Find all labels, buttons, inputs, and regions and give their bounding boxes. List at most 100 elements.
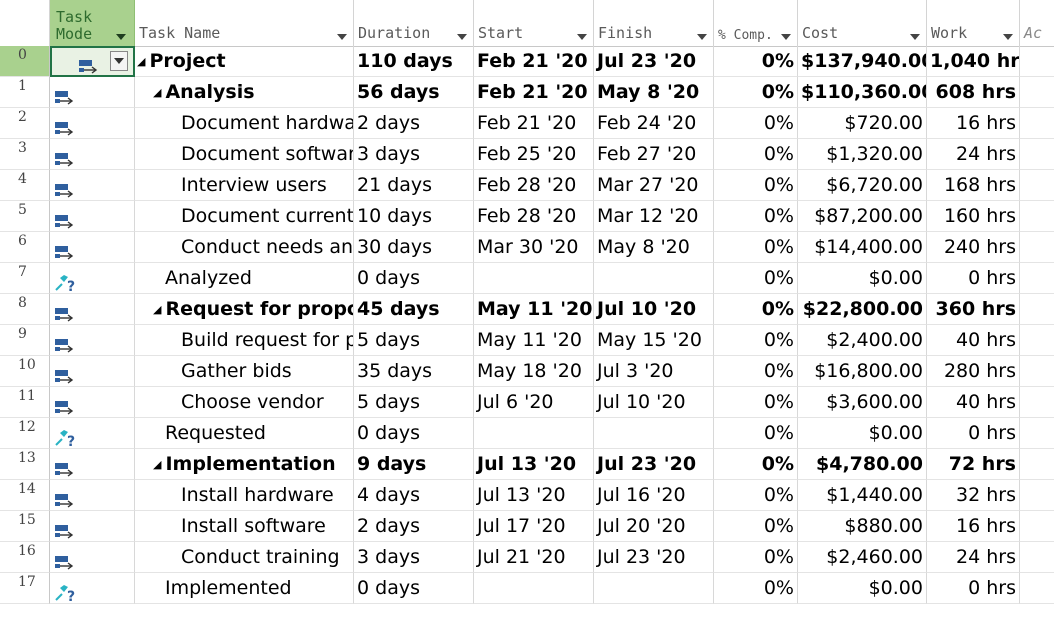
collapse-triangle-icon[interactable]: ◢: [153, 303, 162, 316]
task-mode-dropdown[interactable]: [110, 51, 128, 71]
finish-cell[interactable]: Feb 27 '20: [594, 139, 714, 170]
row-number[interactable]: 16: [0, 542, 50, 573]
task-row[interactable]: 11 Choose vendor 5 days Jul 6 '20 Jul 10 '20…: [0, 387, 1054, 418]
column-header-add-new[interactable]: Ac: [1020, 0, 1054, 46]
duration-cell[interactable]: 0 days: [354, 573, 474, 604]
duration-cell[interactable]: 5 days: [354, 325, 474, 356]
start-cell[interactable]: May 11 '20: [474, 294, 594, 325]
task-name-cell[interactable]: ◢ Project: [135, 46, 354, 77]
task-name-cell[interactable]: Document softwar: [135, 139, 354, 170]
add-new-column-cell[interactable]: [1020, 387, 1054, 418]
start-cell[interactable]: Mar 30 '20: [474, 232, 594, 263]
row-number[interactable]: 9: [0, 325, 50, 356]
duration-cell[interactable]: 35 days: [354, 356, 474, 387]
row-number[interactable]: 0: [0, 46, 50, 77]
start-cell[interactable]: Jul 13 '20: [474, 480, 594, 511]
finish-cell[interactable]: Jul 16 '20: [594, 480, 714, 511]
task-name-cell[interactable]: Gather bids: [135, 356, 354, 387]
cost-cell[interactable]: $22,800.00: [798, 294, 927, 325]
finish-cell[interactable]: Jul 23 '20: [594, 449, 714, 480]
percent-complete-cell[interactable]: 0%: [714, 356, 798, 387]
percent-complete-cell[interactable]: 0%: [714, 325, 798, 356]
task-row[interactable]: 7? Analyzed 0 days 0% $0.00 0 hrs: [0, 263, 1054, 294]
percent-complete-cell[interactable]: 0%: [714, 387, 798, 418]
collapse-triangle-icon[interactable]: ◢: [153, 458, 162, 471]
task-mode-cell[interactable]: [50, 232, 135, 263]
finish-cell[interactable]: May 8 '20: [594, 232, 714, 263]
start-cell[interactable]: [474, 573, 594, 604]
finish-cell[interactable]: Jul 23 '20: [594, 46, 714, 77]
duration-cell[interactable]: 21 days: [354, 170, 474, 201]
percent-complete-cell[interactable]: 0%: [714, 542, 798, 573]
task-row[interactable]: 2 Document hardwa 2 days Feb 21 '20 Feb 24 '…: [0, 108, 1054, 139]
work-cell[interactable]: 40 hrs: [927, 325, 1020, 356]
work-cell[interactable]: 72 hrs: [927, 449, 1020, 480]
start-cell[interactable]: Feb 21 '20: [474, 108, 594, 139]
task-mode-cell[interactable]: [50, 77, 135, 108]
cost-cell[interactable]: $6,720.00: [798, 170, 927, 201]
task-name-cell[interactable]: Document hardwa: [135, 108, 354, 139]
row-number[interactable]: 17: [0, 573, 50, 604]
column-header-task-name[interactable]: Task Name: [135, 0, 354, 46]
duration-cell[interactable]: 3 days: [354, 542, 474, 573]
add-new-column-cell[interactable]: [1020, 573, 1054, 604]
work-cell[interactable]: 168 hrs: [927, 170, 1020, 201]
start-cell[interactable]: Feb 28 '20: [474, 201, 594, 232]
summary-task-row[interactable]: 0 ◢ Project 110 days Feb 21 '20 Jul 23 '20 0% $…: [0, 46, 1054, 77]
task-mode-cell[interactable]: [50, 542, 135, 573]
percent-complete-cell[interactable]: 0%: [714, 573, 798, 604]
task-row[interactable]: 15 Install software 2 days Jul 17 '20 Jul 20…: [0, 511, 1054, 542]
start-cell[interactable]: Feb 25 '20: [474, 139, 594, 170]
finish-cell[interactable]: Jul 23 '20: [594, 542, 714, 573]
work-cell[interactable]: 360 hrs: [927, 294, 1020, 325]
task-mode-cell[interactable]: [50, 449, 135, 480]
work-cell[interactable]: 24 hrs: [927, 542, 1020, 573]
finish-cell[interactable]: May 8 '20: [594, 77, 714, 108]
finish-cell[interactable]: Jul 10 '20: [594, 294, 714, 325]
duration-cell[interactable]: 2 days: [354, 511, 474, 542]
add-new-column-cell[interactable]: [1020, 449, 1054, 480]
duration-cell[interactable]: 4 days: [354, 480, 474, 511]
cost-cell[interactable]: $87,200.00: [798, 201, 927, 232]
task-row[interactable]: 6 Conduct needs ana 30 days Mar 30 '20 May 8…: [0, 232, 1054, 263]
task-row[interactable]: 5 Document current 10 days Feb 28 '20 Mar 12…: [0, 201, 1054, 232]
column-header-start[interactable]: Start: [474, 0, 594, 46]
percent-complete-cell[interactable]: 0%: [714, 139, 798, 170]
percent-complete-cell[interactable]: 0%: [714, 480, 798, 511]
collapse-triangle-icon[interactable]: ◢: [153, 86, 162, 99]
cost-cell[interactable]: $1,320.00: [798, 139, 927, 170]
percent-complete-cell[interactable]: 0%: [714, 46, 798, 77]
row-number[interactable]: 11: [0, 387, 50, 418]
cost-cell[interactable]: $110,360.00: [798, 77, 927, 108]
task-name-cell[interactable]: Conduct needs ana: [135, 232, 354, 263]
work-cell[interactable]: 0 hrs: [927, 573, 1020, 604]
row-number[interactable]: 6: [0, 232, 50, 263]
work-cell[interactable]: 16 hrs: [927, 511, 1020, 542]
task-name-cell[interactable]: Build request for p: [135, 325, 354, 356]
start-cell[interactable]: Jul 13 '20: [474, 449, 594, 480]
filter-dropdown-icon[interactable]: [910, 34, 920, 40]
work-cell[interactable]: 608 hrs: [927, 77, 1020, 108]
duration-cell[interactable]: 5 days: [354, 387, 474, 418]
task-row[interactable]: 16 Conduct training 3 days Jul 21 '20 Jul 23…: [0, 542, 1054, 573]
start-cell[interactable]: Feb 28 '20: [474, 170, 594, 201]
cost-cell[interactable]: $0.00: [798, 263, 927, 294]
add-new-column-cell[interactable]: [1020, 170, 1054, 201]
start-cell[interactable]: Feb 21 '20: [474, 77, 594, 108]
filter-dropdown-icon[interactable]: [577, 34, 587, 40]
task-mode-cell[interactable]: [50, 325, 135, 356]
row-number[interactable]: 14: [0, 480, 50, 511]
duration-cell[interactable]: 0 days: [354, 418, 474, 449]
task-mode-cell[interactable]: ?: [50, 573, 135, 604]
row-number[interactable]: 8: [0, 294, 50, 325]
task-name-cell[interactable]: Analyzed: [135, 263, 354, 294]
add-new-column-cell[interactable]: [1020, 542, 1054, 573]
filter-dropdown-icon[interactable]: [781, 34, 791, 40]
task-row[interactable]: 17? Implemented 0 days 0% $0.00 0 hrs: [0, 573, 1054, 604]
filter-dropdown-icon[interactable]: [697, 34, 707, 40]
percent-complete-cell[interactable]: 0%: [714, 232, 798, 263]
add-new-column-cell[interactable]: [1020, 418, 1054, 449]
cost-cell[interactable]: $14,400.00: [798, 232, 927, 263]
filter-dropdown-icon[interactable]: [1003, 34, 1013, 40]
filter-dropdown-icon[interactable]: [337, 34, 347, 40]
